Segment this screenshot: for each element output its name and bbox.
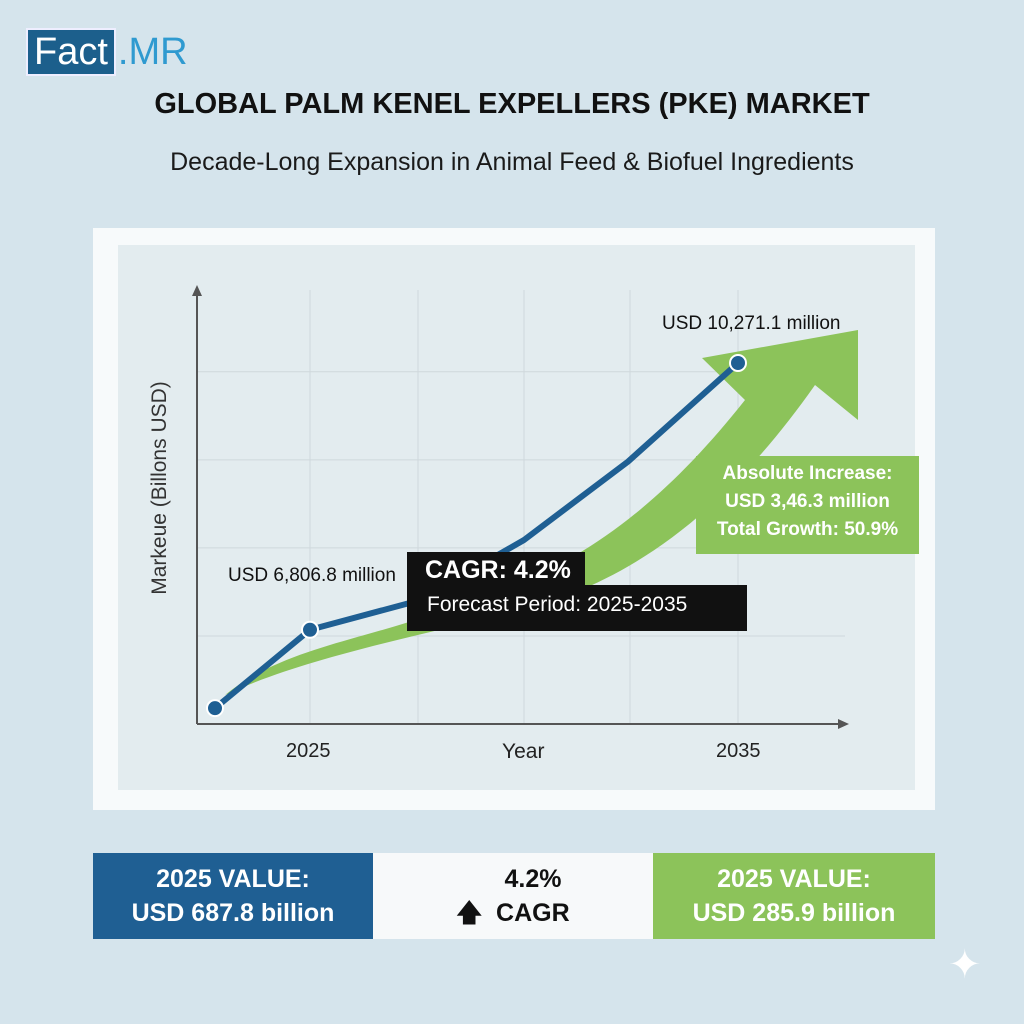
forecast-period-box: Forecast Period: 2025-2035 (407, 585, 747, 631)
y-axis-label: Markeue (Billons USD) (148, 381, 171, 595)
card-value: USD 687.8 billion (131, 899, 335, 927)
data-point (729, 354, 747, 372)
forecast-period-text: Forecast Period: 2025-2035 (427, 593, 688, 616)
cagr-label: CAGR (496, 899, 570, 927)
cagr-box: CAGR: 4.2% (407, 552, 585, 592)
data-point (206, 699, 224, 718)
increase-label: Absolute Increase: (722, 463, 893, 484)
total-growth: Total Growth: 50.9% (716, 519, 899, 540)
card-2025-value-left: 2025 VALUE: USD 687.8 billion (93, 853, 373, 939)
increase-value: USD 3,46.3 million (725, 491, 890, 512)
card-2025-value-right: 2025 VALUE: USD 285.9 billion (653, 853, 935, 939)
factmr-logo: Fact .MR (26, 28, 188, 76)
card-title: 2025 VALUE: (717, 865, 871, 893)
x-axis-arrow-icon (838, 719, 849, 729)
card-cagr: 4.2% 🡅 CAGR (373, 853, 653, 939)
x-axis-label: Year (502, 740, 545, 763)
logo-text: Fact (26, 28, 116, 76)
card-value: USD 285.9 billion (692, 899, 896, 927)
data-point (301, 620, 319, 639)
arrow-up-icon: 🡅 (456, 899, 483, 927)
growth-arrow-icon (225, 330, 858, 695)
logo-suffix: .MR (117, 30, 188, 73)
x-tick-2035: 2035 (716, 740, 761, 762)
sparkle-icon: ✦ (948, 943, 982, 987)
end-value-label: USD 10,271.1 million (662, 313, 841, 334)
page-subtitle: Decade-Long Expansion in Animal Feed & B… (170, 148, 854, 176)
page-title: GLOBAL PALM KENEL EXPELLERS (PKE) MARKET (154, 88, 870, 120)
y-axis-arrow-icon (192, 285, 202, 296)
card-title: 2025 VALUE: (156, 865, 310, 893)
start-value-label: USD 6,806.8 million (228, 565, 396, 586)
x-tick-2025: 2025 (286, 740, 331, 762)
cagr-text: CAGR: 4.2% (425, 556, 571, 584)
absolute-increase-box: Absolute Increase: USD 3,46.3 million To… (696, 456, 919, 554)
cagr-value: 4.2% (504, 865, 562, 893)
